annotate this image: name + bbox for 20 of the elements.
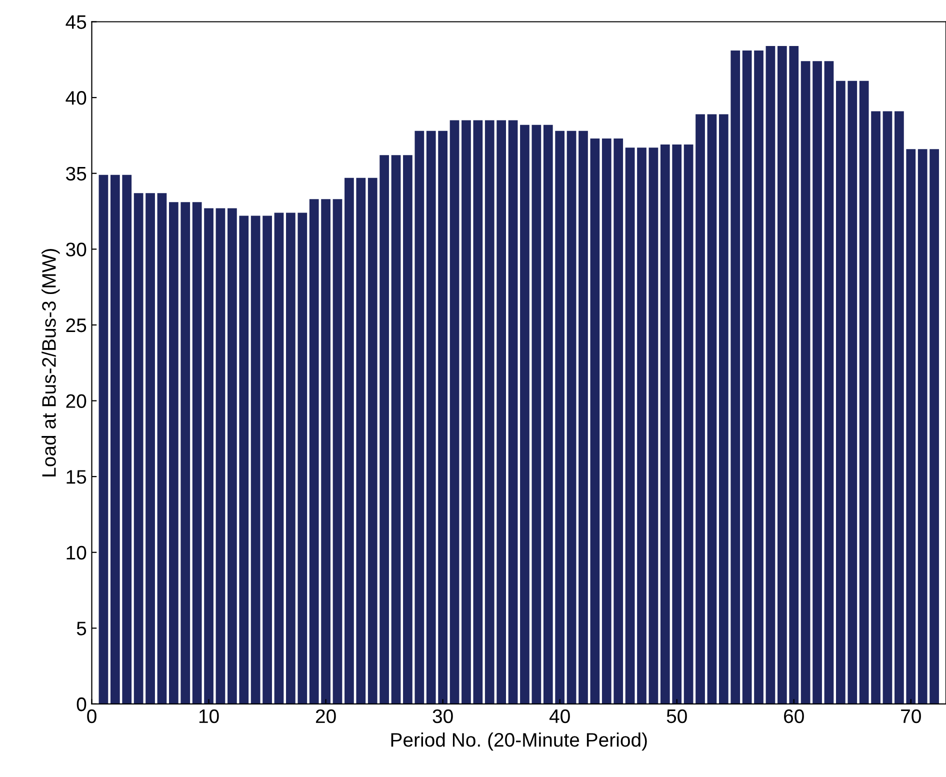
y-tick-label: 35 xyxy=(66,166,86,181)
x-tick-label: 10 xyxy=(199,709,219,724)
y-tick-label: 20 xyxy=(66,394,86,408)
y-tick-label: 5 xyxy=(76,622,86,636)
y-tick-label: 10 xyxy=(66,546,86,560)
x-tick-label: 50 xyxy=(666,709,687,724)
x-tick-label: 0 xyxy=(87,709,96,724)
x-tick-label: 60 xyxy=(784,709,804,724)
x-tick-label: 70 xyxy=(901,709,921,724)
y-axis-title: Load at Bus-2/Bus-3 (MW) xyxy=(42,248,60,476)
x-tick-label: 30 xyxy=(432,709,453,724)
y-tick-label: 0 xyxy=(76,697,86,712)
y-tick-label: 25 xyxy=(66,318,86,332)
x-axis-title: Period No. (20-Minute Period) xyxy=(391,732,647,751)
y-tick-label: 40 xyxy=(66,91,86,105)
y-tick-label: 45 xyxy=(66,15,86,29)
x-tick-label: 40 xyxy=(549,709,570,724)
y-tick-label: 15 xyxy=(66,470,86,484)
y-tick-label: 30 xyxy=(66,242,86,256)
x-tick-label: 20 xyxy=(316,709,336,724)
